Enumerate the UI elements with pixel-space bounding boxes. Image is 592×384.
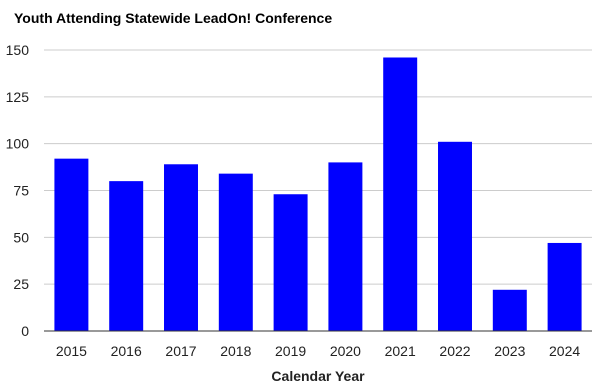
x-tick-label: 2017 (165, 343, 196, 359)
y-tick-label: 150 (6, 42, 30, 58)
bar-2020 (328, 162, 363, 331)
y-tick-label: 75 (13, 183, 29, 199)
bar-2016 (109, 181, 144, 331)
bar-2017 (164, 164, 198, 331)
y-tick-label: 0 (21, 323, 29, 339)
bar-2022 (438, 141, 472, 331)
y-tick-label: 25 (13, 276, 29, 292)
bar-2015 (54, 158, 89, 331)
x-tick-label: 2016 (111, 343, 142, 359)
x-tick-label: 2018 (220, 343, 251, 359)
x-tick-label: 2021 (385, 343, 416, 359)
x-tick-label: 2022 (439, 343, 470, 359)
bar-2021 (383, 57, 418, 331)
x-axis-label: Calendar Year (271, 368, 365, 384)
bar-2018 (218, 173, 253, 331)
x-tick-label: 2024 (549, 343, 580, 359)
bar-2019 (273, 194, 308, 331)
y-tick-label: 50 (13, 229, 29, 245)
x-tick-label: 2023 (494, 343, 525, 359)
bar-2023 (492, 289, 527, 331)
x-axis-ticks: 2015 2016 2017 2018 2019 2020 2021 2022 2023 2024 (56, 343, 581, 359)
y-axis-ticks: 0 25 50 75 100 125 150 (6, 42, 30, 339)
y-tick-label: 125 (6, 89, 30, 105)
x-tick-label: 2020 (330, 343, 361, 359)
y-tick-label: 100 (6, 136, 30, 152)
chart-title: Youth Attending Statewide LeadOn! Confer… (14, 10, 332, 26)
bar-2024 (547, 242, 582, 331)
x-tick-label: 2019 (275, 343, 306, 359)
bars (54, 57, 582, 331)
x-tick-label: 2015 (56, 343, 87, 359)
